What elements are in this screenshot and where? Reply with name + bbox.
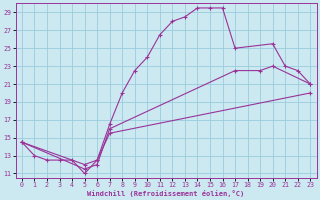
X-axis label: Windchill (Refroidissement éolien,°C): Windchill (Refroidissement éolien,°C) bbox=[87, 190, 245, 197]
